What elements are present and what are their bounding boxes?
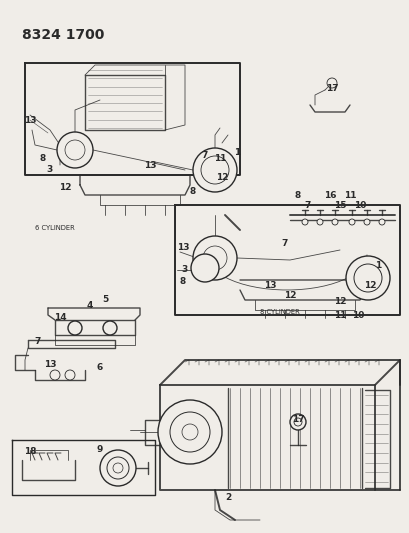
- Text: 8324 1700: 8324 1700: [22, 28, 104, 42]
- Circle shape: [316, 219, 322, 225]
- Circle shape: [200, 156, 229, 184]
- Text: 13: 13: [144, 160, 156, 169]
- Circle shape: [68, 321, 82, 335]
- Text: 10: 10: [351, 311, 363, 319]
- Circle shape: [348, 219, 354, 225]
- Circle shape: [331, 219, 337, 225]
- Text: 1: 1: [233, 148, 240, 157]
- Circle shape: [113, 463, 123, 473]
- Circle shape: [193, 148, 236, 192]
- Text: 4: 4: [87, 301, 93, 310]
- Text: 6: 6: [97, 364, 103, 373]
- Text: 3: 3: [182, 265, 188, 274]
- Circle shape: [170, 412, 209, 452]
- Text: 2: 2: [224, 494, 231, 503]
- Text: 13: 13: [176, 244, 189, 253]
- Text: 13: 13: [263, 280, 276, 289]
- Circle shape: [182, 424, 198, 440]
- Text: 7: 7: [35, 337, 41, 346]
- Circle shape: [345, 256, 389, 300]
- Circle shape: [103, 321, 117, 335]
- Circle shape: [100, 450, 136, 486]
- Text: 17: 17: [291, 416, 303, 424]
- Text: 18: 18: [24, 448, 36, 456]
- Text: 7: 7: [281, 238, 288, 247]
- Text: 9: 9: [97, 446, 103, 455]
- Text: 8 CYLINDER: 8 CYLINDER: [259, 309, 299, 315]
- Text: 11: 11: [333, 311, 346, 319]
- Text: 11: 11: [213, 154, 226, 163]
- Text: 7: 7: [201, 150, 208, 159]
- Text: 17: 17: [325, 84, 337, 93]
- Text: 3: 3: [47, 166, 53, 174]
- Text: 15: 15: [333, 200, 346, 209]
- Text: 6 CYLINDER: 6 CYLINDER: [35, 225, 75, 231]
- Text: 12: 12: [333, 297, 346, 306]
- Text: 5: 5: [101, 295, 108, 304]
- Circle shape: [57, 132, 93, 168]
- Text: 14: 14: [54, 313, 66, 322]
- Circle shape: [157, 400, 221, 464]
- Text: 1: 1: [374, 261, 380, 270]
- Text: 12: 12: [283, 290, 296, 300]
- Text: 11: 11: [343, 190, 355, 199]
- Circle shape: [65, 370, 75, 380]
- Circle shape: [293, 418, 301, 426]
- Text: 7: 7: [304, 200, 310, 209]
- Circle shape: [202, 246, 227, 270]
- Circle shape: [193, 236, 236, 280]
- Circle shape: [378, 219, 384, 225]
- Text: 8: 8: [189, 188, 196, 197]
- Text: 13: 13: [44, 360, 56, 369]
- Circle shape: [50, 370, 60, 380]
- Text: 16: 16: [323, 190, 335, 199]
- Circle shape: [353, 264, 381, 292]
- Text: 8: 8: [40, 154, 46, 163]
- Text: 12: 12: [363, 280, 375, 289]
- Circle shape: [65, 140, 85, 160]
- Circle shape: [301, 219, 307, 225]
- Circle shape: [107, 457, 129, 479]
- Text: 8: 8: [294, 190, 300, 199]
- Text: 12: 12: [215, 174, 228, 182]
- Circle shape: [363, 219, 369, 225]
- Text: 13: 13: [24, 116, 36, 125]
- Text: 12: 12: [58, 183, 71, 192]
- Text: 10: 10: [353, 200, 365, 209]
- Circle shape: [191, 254, 218, 282]
- Circle shape: [289, 414, 305, 430]
- Circle shape: [326, 78, 336, 88]
- Text: 8: 8: [180, 278, 186, 287]
